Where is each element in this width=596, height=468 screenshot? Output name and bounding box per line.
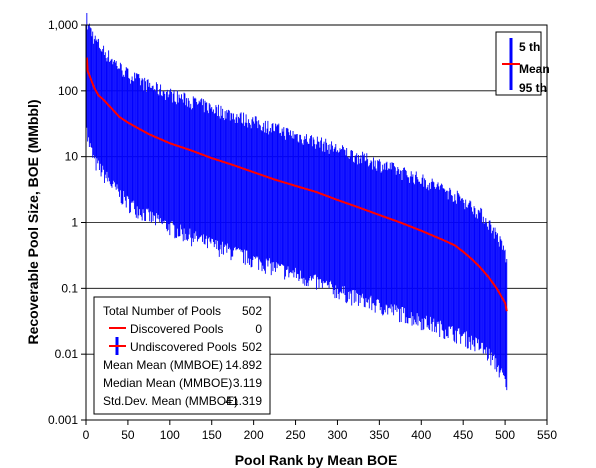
x-tick-label: 250 <box>286 428 306 442</box>
legend-label-mean: Mean <box>519 62 550 76</box>
stats-label-mean-mean: Mean Mean (MMBOE) <box>103 358 223 372</box>
x-axis-ticks: 0 50 100 150 200 250 300 350 400 450 500 550 <box>83 420 557 442</box>
stats-box-frame <box>93 296 271 415</box>
x-tick-label: 450 <box>453 428 473 442</box>
legend-label-95th: 95 th <box>519 81 547 95</box>
stats-label-stddev-mean: Std.Dev. Mean (MMBOE) <box>103 394 238 408</box>
stats-value-total: 502 <box>242 304 262 318</box>
stats-value-discovered: 0 <box>255 322 262 336</box>
stats-value-stddev-mean: 41.319 <box>225 394 262 408</box>
range-bars <box>86 13 508 391</box>
y-tick-label: 1,000 <box>48 18 78 32</box>
stats-label-undiscovered: Undiscovered Pools <box>130 340 237 354</box>
stats-label-median-mean: Median Mean (MMBOE) <box>103 376 232 390</box>
legend-label-5th: 5 th <box>519 40 540 54</box>
y-axis-title: Recoverable Pool Size, BOE (MMbbl) <box>25 99 41 344</box>
x-tick-label: 50 <box>121 428 135 442</box>
y-tick-label: 0.1 <box>61 281 78 295</box>
x-tick-label: 400 <box>411 428 431 442</box>
x-tick-label: 150 <box>202 428 222 442</box>
x-axis-title: Pool Rank by Mean BOE <box>235 452 398 468</box>
x-tick-label: 300 <box>327 428 347 442</box>
y-tick-label: 1 <box>71 216 78 230</box>
stats-value-mean-mean: 14.892 <box>225 358 262 372</box>
mean-line <box>85 57 508 312</box>
x-tick-label: 200 <box>244 428 264 442</box>
stats-label-discovered: Discovered Pools <box>130 322 223 336</box>
x-tick-label: 0 <box>83 428 90 442</box>
y-tick-label: 0.001 <box>48 413 78 427</box>
stats-value-undiscovered: 502 <box>242 340 262 354</box>
stats-value-median-mean: 3.119 <box>233 376 262 390</box>
x-tick-label: 350 <box>369 428 389 442</box>
legend: 5 th Mean 95 th <box>495 31 550 96</box>
x-tick-label: 500 <box>495 428 515 442</box>
stats-label-total: Total Number of Pools <box>103 304 221 318</box>
mean-series <box>85 57 508 312</box>
y-tick-label: 10 <box>65 150 79 164</box>
stats-box: Total Number of Pools 502 Discovered Poo… <box>93 296 271 415</box>
x-tick-label: 550 <box>537 428 557 442</box>
y-axis-ticks: 0.001 0.01 0.1 1 10 100 1,000 <box>48 18 86 427</box>
y-tick-label: 100 <box>58 84 78 98</box>
y-tick-label: 0.01 <box>55 347 79 361</box>
x-tick-label: 100 <box>160 428 180 442</box>
